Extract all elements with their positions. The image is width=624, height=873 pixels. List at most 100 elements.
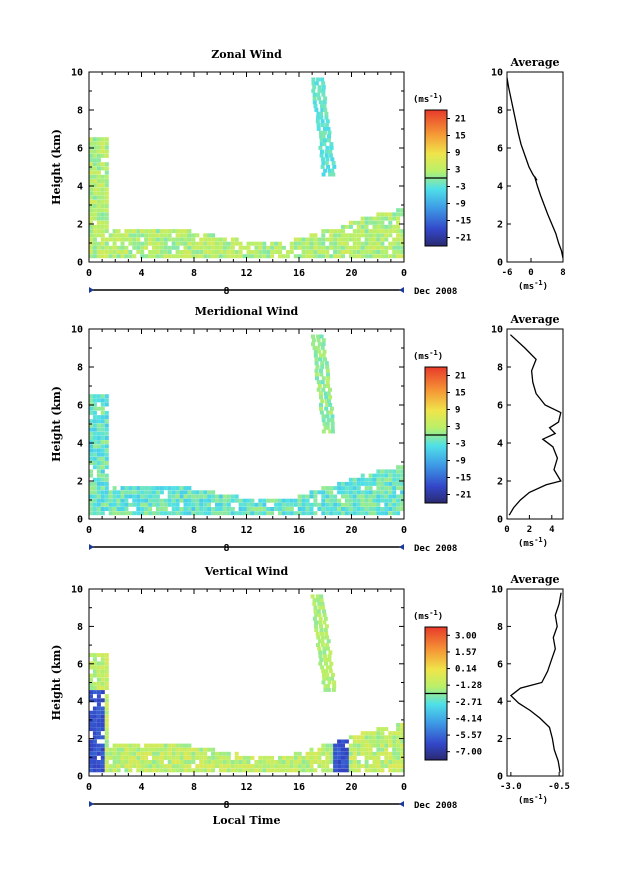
heatmap-cell [341,755,345,760]
heatmap-cell [325,672,330,677]
heatmap-cell [368,751,373,756]
heatmap-cell [314,628,319,632]
heatmap-cell [270,507,275,511]
heatmap-cell [175,764,180,769]
heatmap-cell [234,494,239,499]
heatmap-cell [313,241,318,246]
average-title: Average [509,313,559,326]
heatmap-cell [333,250,338,254]
heatmap-cell [92,739,97,744]
heatmap-cell [328,387,332,392]
heatmap-cell [226,245,231,250]
heatmap-cell [124,498,129,503]
heatmap-cell [199,494,204,499]
heatmap-cell [333,229,338,234]
heatmap-cell [92,669,97,674]
heatmap-cell [171,507,176,511]
heatmap-cell [96,731,101,736]
panel-title: Vertical Wind [204,565,289,578]
heatmap-cell [344,511,349,516]
heatmap-cell [191,245,196,250]
heatmap-cell [104,241,109,246]
heatmap-cell [171,743,176,748]
heatmap-cell [100,250,105,254]
colorbar-label: 0.14 [455,665,477,675]
heatmap-cell [313,609,318,614]
heatmap-cell [380,731,385,736]
average-x-tick-label: -3.0 [500,782,522,792]
heatmap-cell [318,391,323,396]
heatmap-cell [326,410,331,415]
heatmap-cell [364,481,369,486]
heatmap-cell [199,498,204,503]
heatmap-cell [341,241,345,246]
heatmap-cell [89,406,93,411]
heatmap-cell [323,628,328,632]
heatmap-cell [254,760,259,764]
heatmap-cell [317,490,322,495]
heatmap-cell [195,768,200,773]
heatmap-cell [116,490,121,495]
heatmap-cell [258,511,263,516]
heatmap-cells [89,594,405,773]
heatmap-cell [380,233,385,238]
heatmap-cell [163,751,168,756]
heatmap-cell [285,760,290,764]
heatmap-cell [360,743,365,748]
heatmap-cell [368,735,373,740]
x-tick-label: 0 [86,268,92,279]
heatmap-cell [319,353,323,358]
heatmap-cell [372,250,377,254]
heatmap-cell [321,233,326,238]
heatmap-cell [163,747,168,752]
heatmap-cell [396,511,401,516]
heatmap-cell [89,423,93,428]
heatmap-cell [246,245,251,250]
heatmap-cell [293,241,298,246]
heatmap-cell [89,490,93,495]
heatmap-cell [324,661,328,666]
heatmap-cell [380,216,385,221]
heatmap-cell [152,760,156,764]
heatmap-cell [100,415,105,420]
heatmap-cell [92,657,97,662]
heatmap-cell [396,494,401,499]
heatmap-cell [388,764,393,769]
heatmap-cell [388,751,393,756]
heatmap-cell [104,410,109,415]
heatmap-cell [234,498,239,503]
heatmap-cell [364,760,369,764]
heatmap-cell [317,241,322,246]
heatmap-cell [380,743,385,748]
heatmap-cell [348,220,353,225]
heatmap-cell [250,764,255,769]
heatmap-cell [309,747,314,752]
heatmap-cell [159,751,164,756]
heatmap-cell [136,241,141,246]
heatmap-cell [348,237,353,242]
heatmap-cell [104,427,109,432]
heatmap-cell [203,245,208,250]
heatmap-cell [140,502,145,507]
heatmap-cell [179,241,184,246]
heatmap-cell [104,727,109,732]
heatmap-cell [167,490,172,495]
heatmap-cell [352,477,357,482]
heatmap-cell [152,486,156,491]
heatmap-cell [230,241,235,246]
heatmap-cell [333,502,338,507]
colorbar-label: -2.71 [455,698,482,708]
heatmap-cell [222,751,227,756]
heatmap-cell [376,469,381,474]
heatmap-cell [155,751,160,756]
heatmap-cell [108,751,113,756]
heatmap-cell [96,187,101,192]
heatmap-cell [281,760,286,764]
heatmap-cell [96,456,101,461]
heatmap-cell [159,747,164,752]
heatmap-cell [326,646,330,651]
heatmap-cell [104,166,109,171]
heatmap-cell [262,507,267,511]
heatmap-cell [116,764,121,769]
heatmap-cell [297,502,302,507]
